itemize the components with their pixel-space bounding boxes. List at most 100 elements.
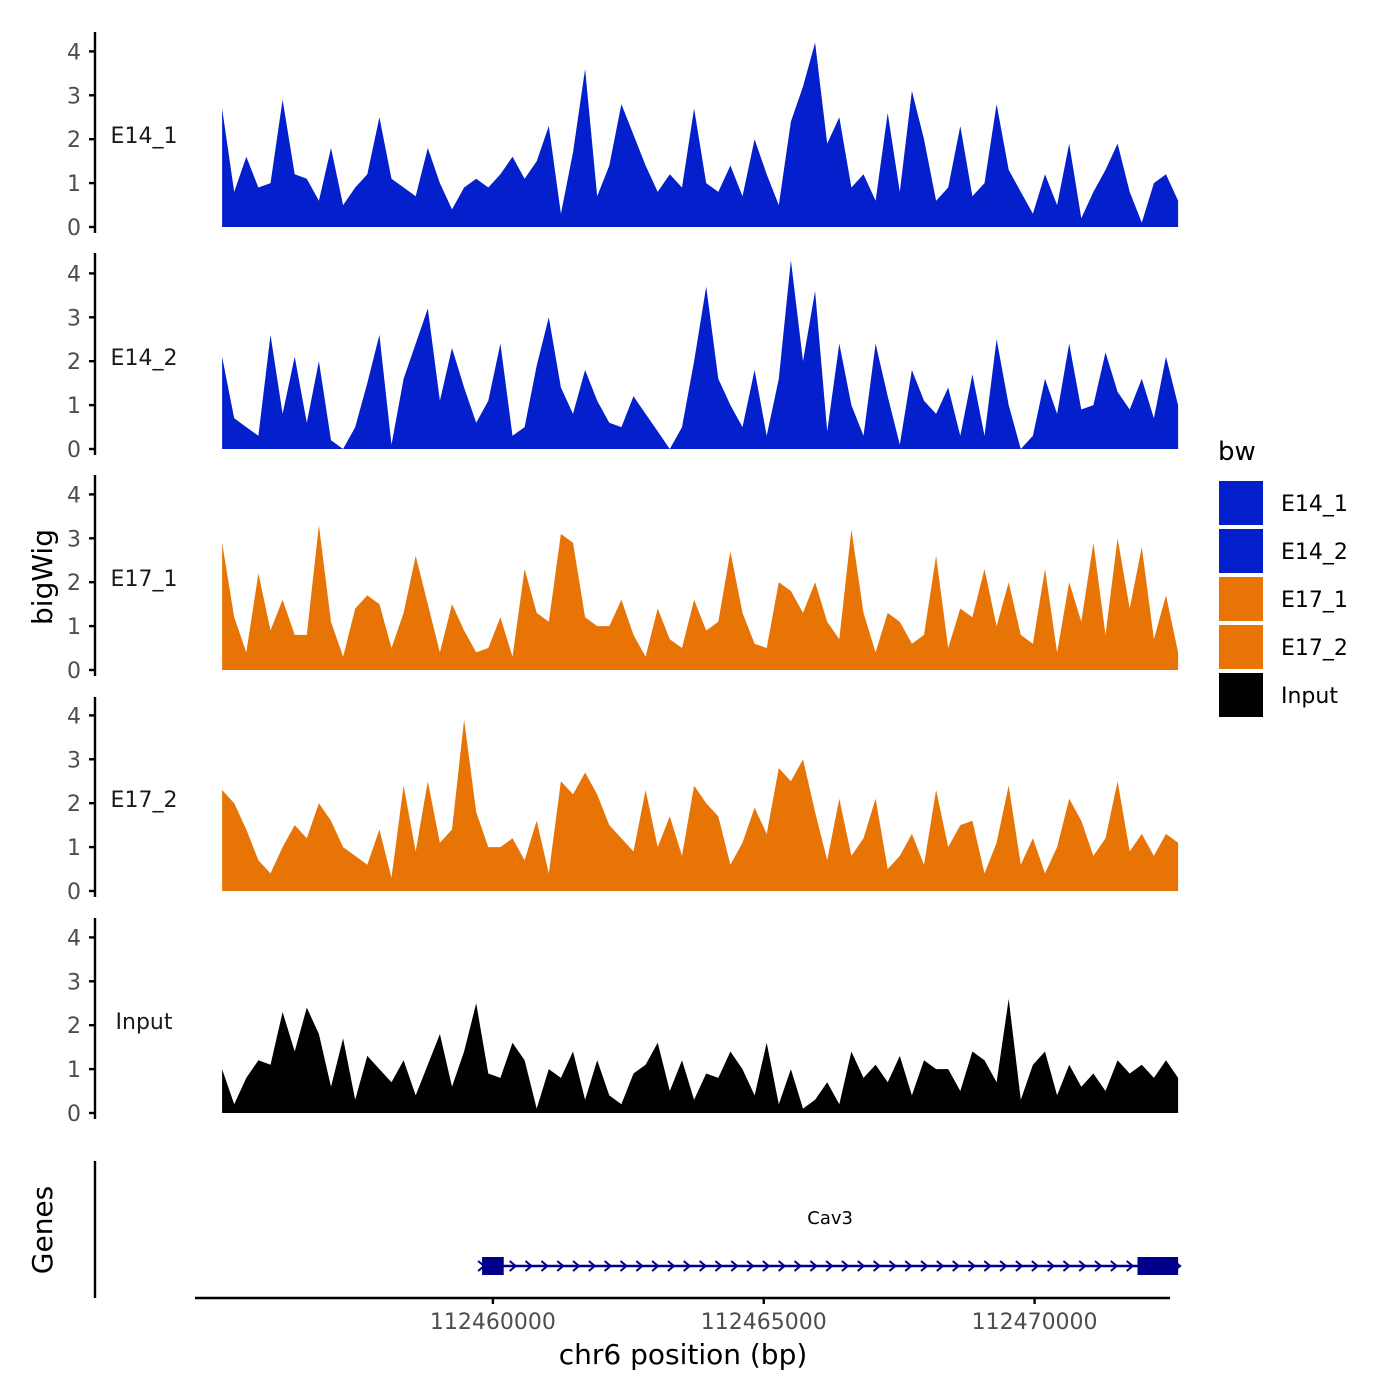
y-tick-label: 1 xyxy=(67,394,81,419)
track-label-E17_1: E17_1 xyxy=(111,567,178,592)
y-tick-label: 2 xyxy=(67,350,81,375)
legend-swatch-Input xyxy=(1217,671,1265,719)
signal-area-E14_1 xyxy=(222,42,1179,227)
strand-arrow xyxy=(556,1260,565,1272)
legend-swatch-E17_1 xyxy=(1217,575,1265,623)
y-tick-label: 3 xyxy=(67,748,81,773)
y-tick-label: 4 xyxy=(67,926,81,951)
x-axis-title: chr6 position (bp) xyxy=(559,1338,808,1371)
strand-arrow xyxy=(524,1260,534,1272)
y-tick-label: 0 xyxy=(67,438,81,463)
strand-arrow xyxy=(967,1260,977,1272)
y-tick-label: 1 xyxy=(67,615,81,640)
track-label-E14_1: E14_1 xyxy=(111,124,178,149)
gene-name-label: Cav3 xyxy=(807,1208,853,1229)
strand-arrow xyxy=(730,1260,739,1272)
y-tick-label: 3 xyxy=(67,306,81,331)
strand-arrow xyxy=(1110,1260,1119,1272)
y-tick-label: 4 xyxy=(67,483,81,508)
strand-arrow xyxy=(1046,1260,1056,1272)
track-E17_1: 0 1 2 3 4 E17_1 xyxy=(67,475,1179,684)
strand-arrow xyxy=(667,1260,676,1272)
strand-arrow xyxy=(999,1260,1008,1272)
y-tick-label: 0 xyxy=(67,880,81,905)
signal-area-E17_2 xyxy=(222,719,1179,891)
y-tick-label: 1 xyxy=(67,836,81,861)
y-tick-label: 3 xyxy=(67,970,81,995)
track-E14_2: 0 1 2 3 4 E14_2 xyxy=(67,253,1179,463)
track-Input: 0 1 2 3 4 Input xyxy=(67,918,1179,1127)
y-tick-label: 4 xyxy=(67,262,81,287)
strand-arrow xyxy=(619,1260,629,1272)
strand-arrow xyxy=(793,1260,803,1272)
signal-area-E14_2 xyxy=(222,260,1179,449)
y-tick-label: 2 xyxy=(67,792,81,817)
strand-arrow xyxy=(888,1260,897,1272)
track-label-Input: Input xyxy=(116,1010,173,1035)
y-tick-label: 4 xyxy=(67,704,81,729)
track-label-E14_2: E14_2 xyxy=(111,346,178,371)
strand-arrow xyxy=(1015,1260,1024,1272)
y-tick-label: 2 xyxy=(67,128,81,153)
strand-arrow xyxy=(1031,1260,1040,1272)
strand-arrow xyxy=(825,1260,834,1272)
y-tick-label: 0 xyxy=(67,659,81,684)
strand-arrow xyxy=(872,1260,882,1272)
y-tick-label: 0 xyxy=(67,1102,81,1127)
track-E17_2: 0 1 2 3 4 E17_2 xyxy=(67,697,1179,905)
strand-arrow xyxy=(698,1260,708,1272)
gene-exon xyxy=(1137,1257,1179,1275)
strand-arrow xyxy=(1078,1260,1087,1272)
strand-arrow xyxy=(572,1260,581,1272)
strand-arrow xyxy=(714,1260,723,1272)
legend-label-Input: Input xyxy=(1281,684,1338,709)
strand-arrow xyxy=(809,1260,818,1272)
gene-track: Cav3 xyxy=(93,1161,1182,1298)
y-tick-label: 1 xyxy=(67,1058,81,1083)
strand-arrow xyxy=(1094,1260,1103,1272)
strand-arrow xyxy=(1062,1260,1071,1272)
y-tick-label: 3 xyxy=(67,527,81,552)
y-tick-label: 2 xyxy=(67,1014,81,1039)
strand-arrow xyxy=(509,1260,518,1272)
strand-arrow xyxy=(635,1260,644,1272)
gene-track-label: Genes xyxy=(26,1186,59,1274)
strand-arrow xyxy=(651,1260,660,1272)
strand-arrow xyxy=(952,1260,961,1272)
x-tick-label: 112470000 xyxy=(972,1310,1098,1335)
strand-arrow xyxy=(857,1260,866,1272)
bigwig-tracks: 0 1 2 3 4 E14_1 0 1 2 3 4 E14_2 0 1 2 3 4 E17_1 0 1 2 3 4 E17_2… xyxy=(67,32,1179,1127)
strand-arrow xyxy=(746,1260,755,1272)
strand-arrow xyxy=(904,1260,913,1272)
legend-swatch-E14_1 xyxy=(1217,479,1265,527)
gene-exon xyxy=(482,1257,504,1275)
signal-area-E17_1 xyxy=(222,525,1179,670)
y-tick-label: 1 xyxy=(67,172,81,197)
strand-arrow xyxy=(920,1260,929,1272)
y-axis-title: bigWig xyxy=(26,529,59,625)
legend-label-E14_2: E14_2 xyxy=(1281,540,1348,565)
strand-arrow xyxy=(603,1260,613,1272)
legend-label-E14_1: E14_1 xyxy=(1281,492,1348,517)
strand-arrow xyxy=(762,1260,771,1272)
strand-arrow xyxy=(777,1260,787,1272)
strand-arrow xyxy=(983,1260,992,1272)
strand-arrow xyxy=(841,1260,850,1272)
y-tick-label: 4 xyxy=(67,40,81,65)
track-label-E17_2: E17_2 xyxy=(111,788,178,813)
strand-arrow xyxy=(936,1260,945,1272)
legend-label-E17_2: E17_2 xyxy=(1281,636,1348,661)
strand-arrow xyxy=(683,1260,692,1272)
x-axis: 112460000 112465000 112470000 xyxy=(195,1296,1170,1335)
x-tick-label: 112465000 xyxy=(701,1310,827,1335)
legend: bw E14_1 E14_2 E17_1 E17_2 Input xyxy=(1217,437,1348,719)
track-E14_1: 0 1 2 3 4 E14_1 xyxy=(67,32,1179,241)
legend-title: bw xyxy=(1218,437,1256,467)
legend-label-E17_1: E17_1 xyxy=(1281,588,1348,613)
strand-arrow xyxy=(540,1260,549,1272)
x-tick-label: 112460000 xyxy=(430,1310,556,1335)
legend-swatch-E14_2 xyxy=(1217,527,1265,575)
y-tick-label: 0 xyxy=(67,216,81,241)
y-tick-label: 2 xyxy=(67,571,81,596)
